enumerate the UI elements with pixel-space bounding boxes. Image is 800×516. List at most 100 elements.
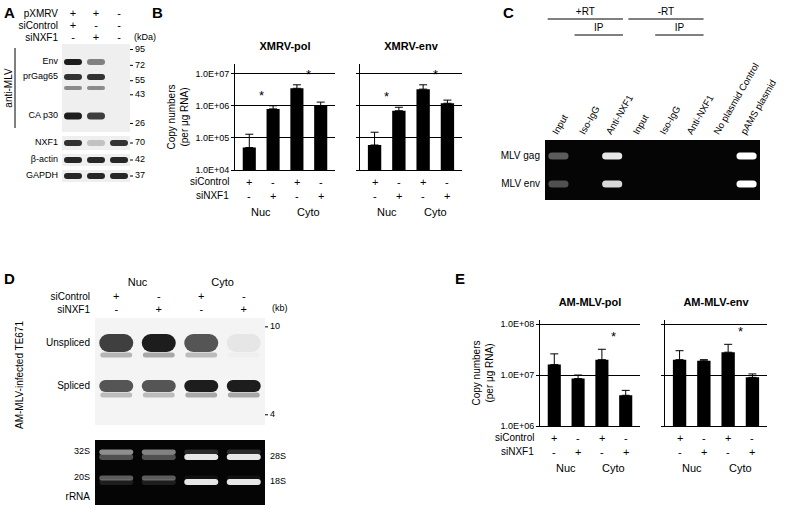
svg-text:95: 95: [135, 44, 145, 54]
svg-text:-: -: [678, 446, 682, 458]
svg-text:-: -: [117, 7, 121, 19]
svg-text:43: 43: [135, 89, 145, 99]
svg-text:42: 42: [135, 154, 145, 164]
svg-text:C: C: [503, 4, 514, 21]
svg-text:+: +: [444, 190, 450, 202]
svg-text:+: +: [241, 303, 247, 315]
svg-text:Cyto: Cyto: [424, 206, 447, 218]
svg-text:+: +: [246, 176, 252, 188]
svg-text:+: +: [93, 31, 99, 43]
svg-text:10: 10: [270, 321, 280, 331]
svg-text:1.0E+06: 1.0E+06: [500, 421, 534, 431]
svg-text:GAPDH: GAPDH: [26, 170, 58, 180]
svg-text:NXF1: NXF1: [35, 137, 58, 147]
svg-text:-: -: [750, 432, 754, 444]
svg-text:Cyto: Cyto: [211, 276, 234, 288]
svg-text:1.0E+04: 1.0E+04: [195, 165, 229, 175]
svg-text:+: +: [70, 7, 76, 19]
svg-text:+: +: [599, 432, 605, 444]
svg-text:+: +: [396, 190, 402, 202]
svg-text:D: D: [4, 270, 15, 287]
svg-text:(kb): (kb): [272, 303, 288, 313]
svg-text:+: +: [575, 446, 581, 458]
svg-text:pXMRV: pXMRV: [24, 8, 59, 19]
svg-text:AM-MLV-infected TE671: AM-MLV-infected TE671: [14, 321, 25, 429]
svg-text:+: +: [372, 176, 378, 188]
svg-text:IP: IP: [594, 22, 604, 33]
svg-text:pAMS plasmid: pAMS plasmid: [738, 78, 778, 137]
svg-text:Nuc: Nuc: [128, 276, 148, 288]
svg-text:IP: IP: [675, 22, 685, 33]
svg-text:-: -: [445, 176, 449, 188]
svg-text:Copy numbers(per μg RNA): Copy numbers(per μg RNA): [471, 340, 495, 405]
svg-text:siNXF1: siNXF1: [25, 32, 58, 43]
svg-text:-: -: [242, 290, 246, 302]
svg-text:32S: 32S: [74, 446, 90, 456]
svg-text:+: +: [420, 176, 426, 188]
svg-text:-: -: [157, 290, 161, 302]
svg-text:-: -: [71, 31, 75, 43]
svg-text:*: *: [433, 67, 438, 82]
svg-text:-RT: -RT: [658, 6, 674, 17]
svg-text:Anti-NXF1: Anti-NXF1: [604, 93, 635, 136]
svg-text:siControl: siControl: [51, 291, 90, 302]
svg-text:1.0E+08: 1.0E+08: [500, 319, 534, 329]
svg-text:+: +: [677, 432, 683, 444]
svg-text:*: *: [611, 329, 616, 344]
svg-text:B: B: [152, 4, 163, 21]
svg-text:-: -: [295, 190, 299, 202]
svg-text:siNXF1: siNXF1: [501, 446, 534, 457]
svg-text:(kDa): (kDa): [134, 32, 156, 42]
svg-text:β-actin: β-actin: [31, 154, 58, 164]
svg-text:-: -: [319, 176, 323, 188]
svg-text:+: +: [198, 290, 204, 302]
svg-text:Spliced: Spliced: [57, 380, 90, 391]
svg-text:AM-MLV-pol: AM-MLV-pol: [559, 296, 622, 308]
svg-text:Cyto: Cyto: [729, 462, 752, 474]
svg-text:Input: Input: [630, 112, 650, 136]
svg-text:18S: 18S: [270, 476, 286, 486]
svg-text:XMRV-pol: XMRV-pol: [259, 40, 310, 52]
svg-text:+: +: [701, 446, 707, 458]
svg-text:-: -: [94, 19, 98, 31]
svg-text:70: 70: [135, 137, 145, 147]
svg-text:Iso-IgG: Iso-IgG: [577, 104, 602, 136]
svg-text:28S: 28S: [270, 451, 286, 461]
svg-text:-: -: [702, 432, 706, 444]
svg-text:+: +: [270, 190, 276, 202]
svg-text:siNXF1: siNXF1: [196, 190, 229, 201]
svg-text:+: +: [294, 176, 300, 188]
svg-text:Cyto: Cyto: [297, 206, 320, 218]
svg-text:anti-MLV: anti-MLV: [3, 68, 14, 108]
svg-text:+: +: [156, 303, 162, 315]
svg-text:siControl: siControl: [190, 176, 229, 187]
svg-text:Cyto: Cyto: [602, 462, 625, 474]
svg-text:+: +: [113, 290, 119, 302]
svg-text:siNXF1: siNXF1: [57, 304, 90, 315]
svg-text:+: +: [551, 432, 557, 444]
svg-text:MLV env: MLV env: [501, 178, 540, 189]
svg-text:-: -: [117, 31, 121, 43]
svg-text:CA p30: CA p30: [28, 110, 58, 120]
svg-text:Nuc: Nuc: [251, 206, 271, 218]
svg-text:26: 26: [135, 118, 145, 128]
svg-text:1.0E+05: 1.0E+05: [195, 133, 229, 143]
svg-text:Nuc: Nuc: [556, 462, 576, 474]
svg-text:Input: Input: [550, 112, 570, 136]
svg-text:+: +: [725, 432, 731, 444]
svg-text:Nuc: Nuc: [682, 462, 702, 474]
svg-text:Env: Env: [42, 56, 58, 66]
svg-text:E: E: [455, 270, 465, 287]
svg-text:+: +: [93, 7, 99, 19]
svg-text:+: +: [749, 446, 755, 458]
svg-text:Unspliced: Unspliced: [46, 337, 90, 348]
svg-text:-: -: [271, 176, 275, 188]
svg-text:AM-MLV-env: AM-MLV-env: [683, 296, 749, 308]
svg-text:37: 37: [135, 170, 145, 180]
svg-text:Anti-NXF1: Anti-NXF1: [684, 93, 715, 136]
svg-text:20S: 20S: [74, 472, 90, 482]
svg-text:+RT: +RT: [576, 6, 595, 17]
svg-text:siControl: siControl: [19, 20, 58, 31]
svg-text:*: *: [738, 324, 743, 339]
svg-text:Copy numbers(per μg RNA): Copy numbers(per μg RNA): [166, 84, 190, 149]
